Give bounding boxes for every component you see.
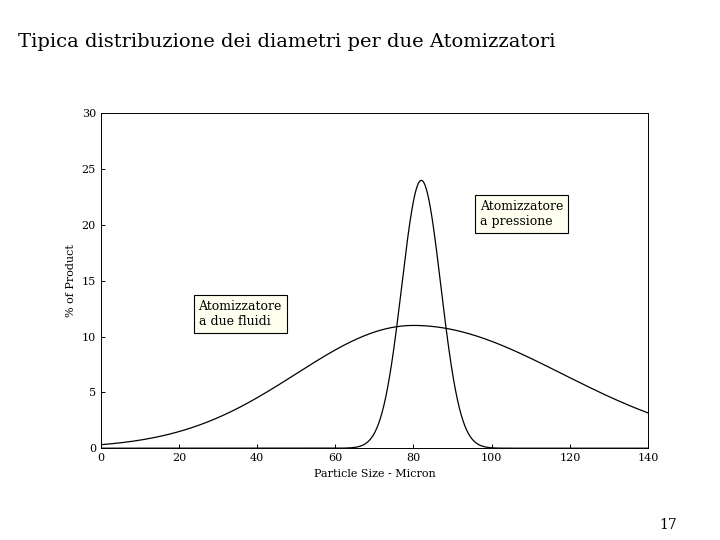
Text: Tipica distribuzione dei diametri per due Atomizzatori: Tipica distribuzione dei diametri per du… — [18, 32, 556, 51]
Y-axis label: % of Product: % of Product — [66, 245, 76, 317]
Text: 17: 17 — [659, 518, 677, 532]
X-axis label: Particle Size - Micron: Particle Size - Micron — [313, 469, 436, 478]
Text: Atomizzatore
a pressione: Atomizzatore a pressione — [480, 200, 563, 228]
Text: Atomizzatore
a due fluidi: Atomizzatore a due fluidi — [199, 300, 282, 328]
